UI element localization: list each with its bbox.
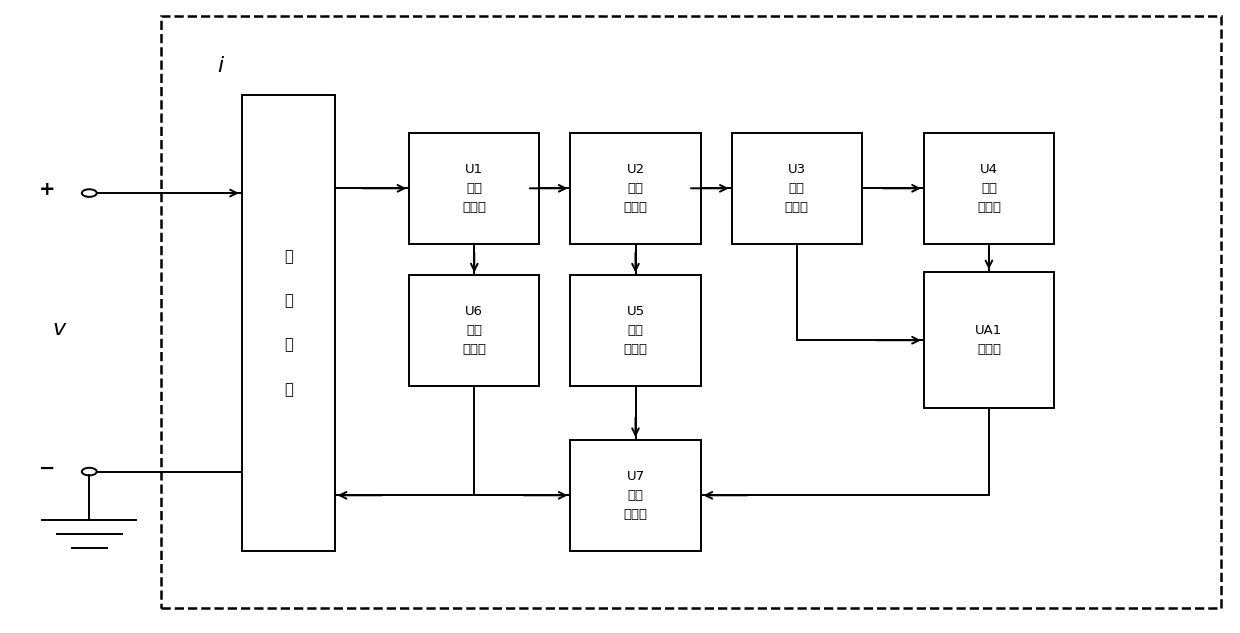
- Text: U5
反相
比例器: U5 反相 比例器: [624, 305, 647, 356]
- Bar: [409, 133, 539, 244]
- Bar: [242, 95, 335, 551]
- Bar: [161, 16, 1221, 608]
- Bar: [924, 272, 1054, 408]
- Text: U2
反相
积分器: U2 反相 积分器: [624, 163, 647, 214]
- Text: +: +: [38, 180, 56, 199]
- Text: U1
电压
跟随器: U1 电压 跟随器: [463, 163, 486, 214]
- Bar: [732, 133, 862, 244]
- Text: UA1
乘法器: UA1 乘法器: [976, 324, 1002, 356]
- Text: U6
反相
比例器: U6 反相 比例器: [463, 305, 486, 356]
- Text: U7
反相
比例器: U7 反相 比例器: [624, 470, 647, 521]
- Bar: [570, 275, 701, 386]
- Bar: [570, 440, 701, 551]
- Text: U3
反相
积分器: U3 反相 积分器: [785, 163, 808, 214]
- Text: 电

阻

网

络: 电 阻 网 络: [284, 249, 293, 397]
- Text: −: −: [38, 459, 56, 478]
- Bar: [570, 133, 701, 244]
- Text: $v$: $v$: [52, 319, 67, 339]
- Bar: [924, 133, 1054, 244]
- Bar: [409, 275, 539, 386]
- Text: $i$: $i$: [217, 56, 226, 77]
- Text: U4
反相
比例器: U4 反相 比例器: [977, 163, 1001, 214]
